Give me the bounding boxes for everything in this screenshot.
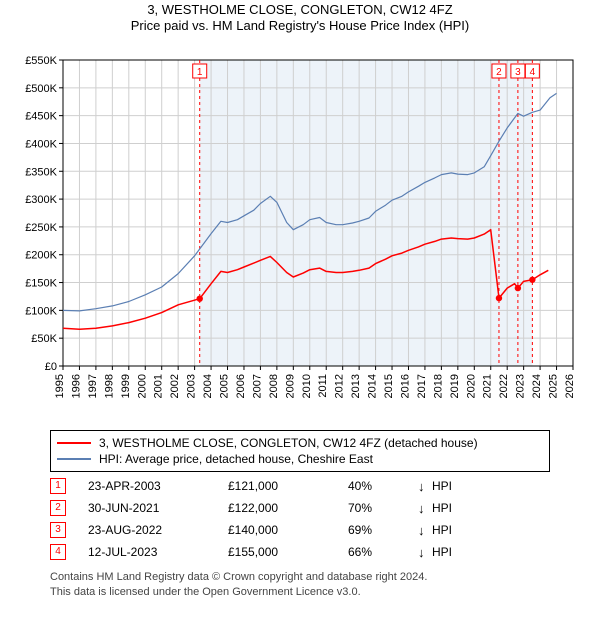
event-row: 2 30-JUN-2021£122,00070%↓HPI bbox=[50, 497, 550, 519]
svg-text:2006: 2006 bbox=[235, 374, 247, 398]
down-arrow-icon: ↓ bbox=[418, 501, 432, 516]
event-delta: 70% bbox=[348, 501, 418, 515]
event-delta: 69% bbox=[348, 523, 418, 537]
legend-label-price: 3, WESTHOLME CLOSE, CONGLETON, CW12 4FZ … bbox=[99, 436, 478, 450]
event-delta: 40% bbox=[348, 479, 418, 493]
svg-text:2007: 2007 bbox=[251, 374, 263, 398]
event-hpi-label: HPI bbox=[432, 523, 452, 537]
svg-text:£50K: £50K bbox=[31, 333, 57, 345]
svg-text:£500K: £500K bbox=[25, 83, 57, 95]
attribution-footer: Contains HM Land Registry data © Crown c… bbox=[50, 570, 570, 600]
svg-text:4: 4 bbox=[530, 67, 536, 78]
svg-text:£200K: £200K bbox=[25, 250, 57, 262]
svg-text:2014: 2014 bbox=[367, 374, 379, 398]
svg-text:£0: £0 bbox=[45, 361, 57, 373]
sale-events-table: 123-APR-2003£121,00040%↓HPI230-JUN-2021£… bbox=[50, 475, 550, 563]
chart-legend: 3, WESTHOLME CLOSE, CONGLETON, CW12 4FZ … bbox=[50, 430, 550, 472]
svg-text:2026: 2026 bbox=[564, 374, 576, 398]
event-hpi-label: HPI bbox=[432, 545, 452, 559]
legend-item-price: 3, WESTHOLME CLOSE, CONGLETON, CW12 4FZ … bbox=[57, 435, 543, 451]
event-marker: 1 bbox=[50, 478, 66, 494]
svg-text:£400K: £400K bbox=[25, 138, 57, 150]
svg-text:2023: 2023 bbox=[515, 374, 527, 398]
event-marker: 2 bbox=[50, 500, 66, 516]
event-date: 12-JUL-2023 bbox=[88, 545, 228, 559]
svg-text:1996: 1996 bbox=[70, 374, 82, 398]
svg-text:2018: 2018 bbox=[432, 374, 444, 398]
svg-text:2010: 2010 bbox=[301, 374, 313, 398]
svg-text:2020: 2020 bbox=[465, 374, 477, 398]
chart-title-address: 3, WESTHOLME CLOSE, CONGLETON, CW12 4FZ bbox=[0, 2, 600, 17]
svg-text:2021: 2021 bbox=[482, 374, 494, 398]
svg-text:£550K: £550K bbox=[25, 55, 57, 67]
svg-text:£300K: £300K bbox=[25, 194, 57, 206]
svg-text:2002: 2002 bbox=[169, 374, 181, 398]
svg-text:2003: 2003 bbox=[186, 374, 198, 398]
svg-text:£150K: £150K bbox=[25, 278, 57, 290]
event-price: £140,000 bbox=[228, 523, 348, 537]
chart-title-subtitle: Price paid vs. HM Land Registry's House … bbox=[0, 18, 600, 33]
svg-text:2013: 2013 bbox=[350, 374, 362, 398]
event-hpi-label: HPI bbox=[432, 479, 452, 493]
svg-text:3: 3 bbox=[515, 67, 521, 78]
legend-item-hpi: HPI: Average price, detached house, Ches… bbox=[57, 451, 543, 467]
legend-label-hpi: HPI: Average price, detached house, Ches… bbox=[99, 452, 373, 466]
event-delta: 66% bbox=[348, 545, 418, 559]
svg-text:2011: 2011 bbox=[317, 374, 329, 398]
price-vs-hpi-chart: £0 £50K £100K £150K £200K £250K £300K £350K £400… bbox=[15, 40, 585, 420]
event-row: 1 23-APR-2003£121,00040%↓HPI bbox=[50, 475, 550, 497]
event-date: 30-JUN-2021 bbox=[88, 501, 228, 515]
down-arrow-icon: ↓ bbox=[418, 479, 432, 494]
svg-text:2022: 2022 bbox=[498, 374, 510, 398]
legend-swatch-hpi bbox=[57, 458, 91, 460]
event-row: 4 12-JUL-2023£155,00066%↓HPI bbox=[50, 541, 550, 563]
down-arrow-icon: ↓ bbox=[418, 523, 432, 538]
svg-text:2000: 2000 bbox=[136, 374, 148, 398]
svg-text:£350K: £350K bbox=[25, 166, 57, 178]
svg-text:2025: 2025 bbox=[548, 374, 560, 398]
event-price: £121,000 bbox=[228, 479, 348, 493]
svg-text:2008: 2008 bbox=[268, 374, 280, 398]
svg-text:£450K: £450K bbox=[25, 111, 57, 123]
event-date: 23-AUG-2022 bbox=[88, 523, 228, 537]
event-hpi-label: HPI bbox=[432, 501, 452, 515]
svg-text:2016: 2016 bbox=[399, 374, 411, 398]
event-marker: 4 bbox=[50, 544, 66, 560]
svg-text:£100K: £100K bbox=[25, 305, 57, 317]
svg-text:1997: 1997 bbox=[87, 374, 99, 398]
svg-text:2012: 2012 bbox=[334, 374, 346, 398]
event-price: £122,000 bbox=[228, 501, 348, 515]
event-row: 3 23-AUG-2022£140,00069%↓HPI bbox=[50, 519, 550, 541]
footer-line-2: This data is licensed under the Open Gov… bbox=[50, 585, 570, 600]
svg-text:1999: 1999 bbox=[120, 374, 132, 398]
svg-text:2: 2 bbox=[496, 67, 502, 78]
svg-text:£250K: £250K bbox=[25, 222, 57, 234]
svg-text:2001: 2001 bbox=[153, 374, 165, 398]
svg-text:2005: 2005 bbox=[219, 374, 231, 398]
footer-line-1: Contains HM Land Registry data © Crown c… bbox=[50, 570, 570, 585]
svg-text:2019: 2019 bbox=[449, 374, 461, 398]
event-price: £155,000 bbox=[228, 545, 348, 559]
down-arrow-icon: ↓ bbox=[418, 545, 432, 560]
legend-swatch-price bbox=[57, 442, 91, 444]
svg-text:2017: 2017 bbox=[416, 374, 428, 398]
event-marker: 3 bbox=[50, 522, 66, 538]
svg-text:1995: 1995 bbox=[54, 374, 66, 398]
svg-text:2024: 2024 bbox=[531, 374, 543, 398]
svg-text:1: 1 bbox=[197, 67, 203, 78]
svg-text:2009: 2009 bbox=[284, 374, 296, 398]
event-date: 23-APR-2003 bbox=[88, 479, 228, 493]
svg-text:1998: 1998 bbox=[103, 374, 115, 398]
svg-text:2004: 2004 bbox=[202, 374, 214, 398]
svg-text:2015: 2015 bbox=[383, 374, 395, 398]
